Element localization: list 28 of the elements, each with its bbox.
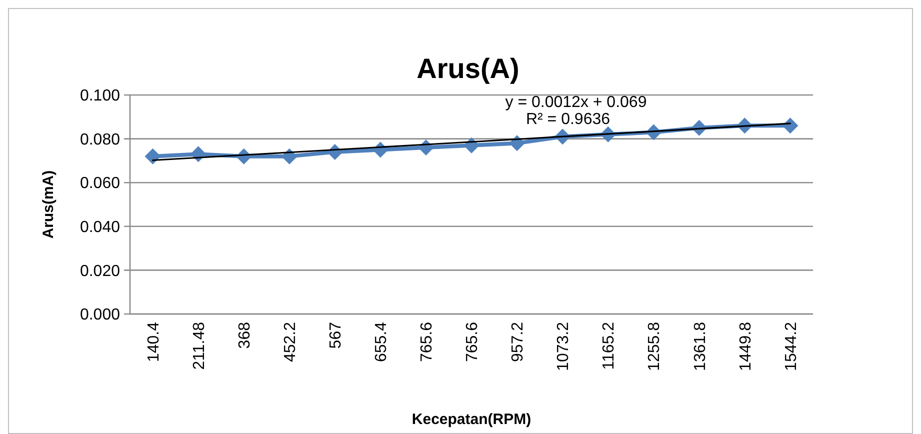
x-tick-label: 1165.2 xyxy=(600,322,618,370)
point xyxy=(144,148,161,164)
annotation: R² = 0.9636 xyxy=(526,111,610,128)
y-tick-label: 0.100 xyxy=(80,88,120,105)
y-tick-label: 0.060 xyxy=(80,175,120,192)
x-tick-label: 211.48 xyxy=(190,322,208,370)
x-tick-label: 1255.8 xyxy=(646,322,664,371)
y-tick-label: 0.040 xyxy=(80,219,120,236)
x-tick-label: 452.2 xyxy=(282,322,299,362)
y-tick-label: 0.000 xyxy=(80,306,120,324)
x-tick-label: 140.4 xyxy=(145,322,162,362)
y-axis-title: Arus(mA) xyxy=(40,170,57,239)
x-tick-label: 765.6 xyxy=(418,322,436,362)
y-tick-label: 0.080 xyxy=(80,131,120,148)
x-axis-title: Kecepatan(RPM) xyxy=(412,411,532,428)
x-tick-label: 957.2 xyxy=(510,322,527,362)
x-tick-label: 765.6 xyxy=(464,322,482,362)
y-tick-label: 0.020 xyxy=(80,262,120,280)
point xyxy=(782,118,798,134)
x-tick-label: 1449.8 xyxy=(737,322,754,371)
chart-title: Arus(A) xyxy=(416,53,520,84)
x-tick-label: 655.4 xyxy=(373,322,390,362)
x-tick-label: 567 xyxy=(328,322,344,349)
x-tick-label: 1544.2 xyxy=(782,322,800,371)
x-tick-label: 1073.2 xyxy=(555,322,572,371)
annotation: y = 0.0012x + 0.069 xyxy=(505,94,647,111)
x-tick-label: 1361.8 xyxy=(692,322,709,371)
x-tick-label: 368 xyxy=(236,322,254,349)
